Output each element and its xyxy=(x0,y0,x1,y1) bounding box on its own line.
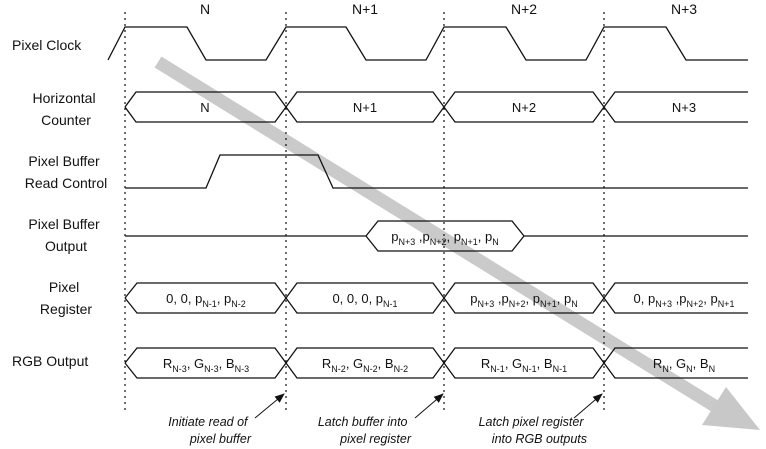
counter-value: N+1 xyxy=(353,100,377,115)
buffer-output-waveform xyxy=(125,220,748,252)
annotation-arrow xyxy=(573,393,603,419)
signal-label-pixel-clock: Pixel Clock xyxy=(12,37,82,53)
cycle-label: N xyxy=(200,1,210,17)
bus-values: N N+1 N+2 N+3 pN+3 ,pN+2, pN+1, pN 0, 0,… xyxy=(163,100,735,374)
pixel-register-value: 0, pN+3 ,pN+2, pN+1 xyxy=(634,291,735,309)
read-control-waveform xyxy=(125,154,748,189)
rgb-output-value: RN-3, GN-3, BN-3 xyxy=(163,356,249,374)
counter-value: N xyxy=(200,100,209,115)
signal-label-pixel-register: Pixel Register xyxy=(40,279,92,317)
horizontal-counter-bus xyxy=(124,91,748,123)
signal-label-horizontal-counter: Horizontal Counter xyxy=(33,90,100,128)
rgb-output-value: RN, GN, BN xyxy=(653,356,715,374)
annotations: Initiate read of pixel buffer Latch buff… xyxy=(168,415,587,446)
counter-value: N+2 xyxy=(512,100,536,115)
rgb-output-value: RN-2, GN-2, BN-2 xyxy=(322,356,408,374)
annotation-arrow xyxy=(414,393,444,419)
pixel-register-value: pN+3 ,pN+2, pN+1, pN xyxy=(470,291,577,309)
annotation-latch-buffer: Latch buffer into pixel register xyxy=(318,415,412,446)
pixel-register-bus xyxy=(124,282,748,314)
counter-value: N+3 xyxy=(672,100,696,115)
cycle-label: N+3 xyxy=(671,1,697,17)
annotation-arrows xyxy=(254,393,603,419)
annotation-initiate-read: Initiate read of pixel buffer xyxy=(168,415,252,446)
pixel-clock-waveform xyxy=(107,26,748,61)
cycle-label: N+2 xyxy=(511,1,537,17)
annotation-arrow xyxy=(254,393,285,419)
cycle-headers: N N+1 N+2 N+3 xyxy=(200,1,697,17)
cycle-boundaries xyxy=(124,12,605,412)
rgb-output-bus xyxy=(124,347,748,379)
signal-labels: Pixel Clock Horizontal Counter Pixel Buf… xyxy=(12,37,107,369)
signal-label-buffer-output: Pixel Buffer Output xyxy=(28,216,103,254)
rgb-output-value: RN-1, GN-1, BN-1 xyxy=(481,356,567,374)
signal-label-rgb-output: RGB Output xyxy=(12,353,88,369)
waveforms xyxy=(107,26,748,379)
buffer-output-value: pN+3 ,pN+2, pN+1, pN xyxy=(391,229,498,247)
pixel-register-value: 0, 0, pN-1, pN-2 xyxy=(166,291,246,309)
annotation-latch-register: Latch pixel register into RGB outputs xyxy=(479,415,587,446)
signal-label-read-control: Pixel Buffer Read Control xyxy=(25,153,108,191)
pixel-register-value: 0, 0, 0, pN-1 xyxy=(332,291,397,309)
cycle-label: N+1 xyxy=(352,1,378,17)
data-flow-arrow xyxy=(154,56,760,430)
